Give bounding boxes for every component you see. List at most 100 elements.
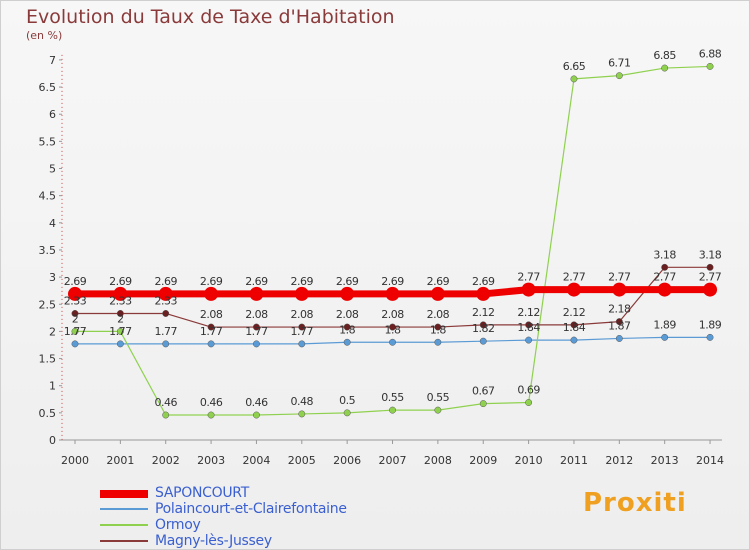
- data-point-ormoy: [389, 406, 396, 414]
- data-point-ormoy: [298, 410, 306, 418]
- data-point-magny: [479, 321, 487, 329]
- data-point-saponcourt: [476, 286, 491, 301]
- chart-subtitle: (en %): [26, 29, 63, 42]
- data-point-saponcourt: [612, 282, 627, 297]
- data-point-ormoy: [706, 62, 714, 70]
- data-point-magny: [116, 310, 124, 317]
- data-label-magny: 2.33: [109, 294, 132, 307]
- y-tick-label: 3: [49, 271, 56, 284]
- data-label-polaincourt: 1.82: [472, 322, 495, 335]
- data-label-magny: 2.08: [381, 308, 404, 321]
- data-label-magny: 2.08: [291, 308, 314, 321]
- y-tick-label: 1.5: [39, 353, 57, 366]
- data-point-ormoy: [434, 406, 442, 414]
- x-tick-label: 2011: [560, 454, 588, 467]
- data-label-saponcourt: 2.69: [336, 275, 359, 288]
- y-tick-label: 7: [49, 54, 56, 67]
- data-point-ormoy: [479, 400, 487, 408]
- data-label-ormoy: 0.67: [472, 385, 495, 398]
- data-label-polaincourt: 1.84: [517, 321, 540, 334]
- data-point-magny: [434, 323, 442, 331]
- data-label-magny: 2.12: [563, 306, 586, 319]
- x-tick-label: 2001: [106, 454, 134, 467]
- chart-title: Evolution du Taux de Taxe d'Habitation: [26, 6, 395, 28]
- data-label-magny: 3.18: [653, 248, 676, 261]
- data-point-ormoy: [570, 75, 578, 83]
- data-point-ormoy: [615, 72, 623, 80]
- line-chart: 0 0.5 1 1.5 2 2.5 3 3.5 4 4.5 5 5.5 6 6.5 7 2000 2001 200…: [39, 47, 725, 467]
- data-label-polaincourt: 1.8: [339, 323, 355, 336]
- data-label-ormoy: 2: [72, 312, 79, 325]
- data-label-ormoy: 0.69: [517, 384, 540, 397]
- data-label-saponcourt: 2.69: [64, 275, 87, 288]
- data-point-magny: [570, 321, 578, 329]
- x-tick-label: 2007: [379, 454, 407, 467]
- data-point-magny: [343, 323, 351, 331]
- data-point-saponcourt: [340, 286, 355, 301]
- x-tick-label: 2013: [651, 454, 679, 467]
- data-label-saponcourt: 2.77: [653, 271, 676, 284]
- data-point-saponcourt: [385, 286, 400, 301]
- y-tick-label: 0: [49, 434, 56, 447]
- legend: SAPONCOURT Polaincourt-et-Clairefontaine…: [100, 485, 420, 550]
- legend-item-polaincourt: Polaincourt-et-Clairefontaine: [100, 501, 420, 518]
- data-label-ormoy: 0.48: [291, 395, 314, 408]
- data-label-polaincourt: 1.8: [385, 323, 401, 336]
- data-point-ormoy: [661, 64, 669, 72]
- data-label-magny: 2.12: [517, 306, 540, 319]
- legend-item-saponcourt: SAPONCOURT: [100, 485, 420, 502]
- data-point-saponcourt: [657, 282, 672, 297]
- data-label-saponcourt: 2.69: [109, 275, 132, 288]
- data-point-polaincourt: [615, 335, 623, 342]
- data-point-polaincourt: [389, 338, 396, 346]
- data-point-magny: [706, 263, 714, 271]
- data-label-magny: 2.12: [472, 306, 495, 319]
- proxiti-logo: Proxiti: [583, 488, 687, 518]
- data-point-polaincourt: [434, 338, 442, 346]
- x-tick-label: 2008: [424, 454, 452, 467]
- data-point-polaincourt: [570, 336, 578, 344]
- legend-swatch: [100, 540, 148, 542]
- data-point-polaincourt: [252, 340, 260, 348]
- data-label-saponcourt: 2.69: [200, 275, 223, 288]
- data-point-magny: [298, 323, 306, 331]
- data-point-saponcourt: [113, 286, 128, 301]
- x-tick-label: 2006: [333, 454, 361, 467]
- data-label-magny: 2.08: [200, 308, 223, 321]
- data-point-ormoy: [343, 409, 351, 417]
- data-label-magny: 2.08: [336, 308, 359, 321]
- data-point-ormoy: [162, 411, 170, 419]
- data-label-ormoy: 2: [117, 312, 124, 325]
- series-line-ormoy: [75, 65, 711, 416]
- data-label-magny: 2.18: [608, 303, 631, 316]
- data-point-ormoy: [71, 327, 79, 335]
- legend-label: Ormoy: [155, 517, 201, 533]
- y-tick-label: 4: [49, 217, 56, 230]
- y-tick-label: 0.5: [39, 407, 57, 420]
- y-tick-label: 2: [49, 325, 56, 338]
- data-label-saponcourt: 2.69: [381, 275, 404, 288]
- x-tick-label: 2010: [515, 454, 543, 467]
- legend-swatch: [100, 524, 148, 526]
- y-tick-label: 3.5: [39, 244, 57, 257]
- data-label-polaincourt: 1.77: [109, 325, 132, 338]
- data-point-magny: [252, 323, 260, 331]
- x-tick-label: 2003: [197, 454, 225, 467]
- data-label-polaincourt: 1.77: [64, 325, 87, 338]
- data-point-polaincourt: [71, 340, 79, 348]
- data-point-polaincourt: [207, 340, 215, 348]
- data-label-polaincourt: 1.89: [653, 318, 676, 331]
- legend-swatch: [100, 490, 148, 498]
- legend-label: Magny-lès-Jussey: [155, 533, 272, 549]
- data-label-polaincourt: 1.77: [245, 325, 268, 338]
- y-tick-label: 6.5: [39, 81, 57, 94]
- data-label-magny: 2.33: [154, 294, 177, 307]
- data-point-magny: [389, 323, 396, 331]
- data-label-saponcourt: 2.69: [427, 275, 450, 288]
- data-label-magny: 2.08: [245, 308, 268, 321]
- data-label-polaincourt: 1.77: [154, 325, 177, 338]
- data-point-polaincourt: [525, 336, 533, 344]
- data-label-ormoy: 0.46: [154, 396, 177, 409]
- data-label-saponcourt: 2.77: [608, 271, 631, 284]
- y-tick-label: 4.5: [39, 190, 57, 203]
